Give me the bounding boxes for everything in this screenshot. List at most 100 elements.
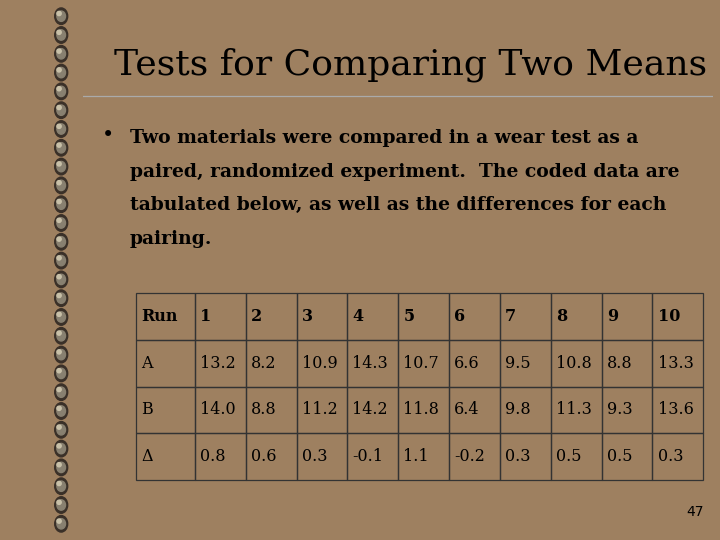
Ellipse shape	[57, 312, 66, 322]
Ellipse shape	[57, 349, 66, 360]
Bar	[136, 387, 195, 433]
Ellipse shape	[57, 143, 66, 153]
Bar	[500, 293, 551, 340]
Ellipse shape	[57, 30, 61, 35]
Ellipse shape	[57, 462, 66, 472]
Text: 2: 2	[251, 308, 262, 325]
Text: 0.3: 0.3	[302, 448, 327, 465]
Bar	[297, 340, 347, 387]
Ellipse shape	[57, 86, 61, 91]
Bar	[449, 433, 500, 480]
Ellipse shape	[55, 478, 68, 495]
Text: 14.0: 14.0	[200, 401, 235, 418]
Ellipse shape	[57, 293, 66, 303]
Ellipse shape	[57, 105, 66, 116]
Bar	[500, 340, 551, 387]
Ellipse shape	[57, 199, 66, 210]
Text: 1.1: 1.1	[403, 448, 429, 465]
Bar	[347, 293, 398, 340]
Ellipse shape	[55, 328, 68, 344]
Bar	[195, 293, 246, 340]
Text: 10: 10	[657, 308, 680, 325]
Ellipse shape	[57, 105, 61, 110]
Ellipse shape	[57, 481, 66, 491]
Ellipse shape	[57, 237, 66, 247]
Ellipse shape	[55, 215, 68, 231]
Text: 11.8: 11.8	[403, 401, 439, 418]
Ellipse shape	[57, 369, 61, 373]
Ellipse shape	[55, 422, 68, 438]
Bar	[246, 340, 297, 387]
Text: 0.3: 0.3	[505, 448, 531, 465]
Text: 11.3: 11.3	[556, 401, 592, 418]
Ellipse shape	[55, 497, 68, 513]
Ellipse shape	[57, 500, 66, 510]
Ellipse shape	[55, 121, 68, 137]
Bar	[195, 433, 246, 480]
Ellipse shape	[55, 384, 68, 401]
Ellipse shape	[55, 45, 68, 62]
Bar	[551, 293, 602, 340]
Bar	[551, 433, 602, 480]
Ellipse shape	[57, 424, 66, 435]
Bar	[602, 340, 652, 387]
Ellipse shape	[57, 425, 61, 429]
Ellipse shape	[57, 350, 61, 354]
Bar	[551, 387, 602, 433]
Text: 9: 9	[607, 308, 618, 325]
Ellipse shape	[57, 49, 61, 53]
Text: 6.4: 6.4	[454, 401, 480, 418]
Ellipse shape	[55, 8, 68, 24]
Ellipse shape	[57, 86, 66, 97]
Bar	[398, 340, 449, 387]
Ellipse shape	[57, 312, 61, 316]
Ellipse shape	[57, 162, 61, 166]
Bar	[602, 433, 652, 480]
Ellipse shape	[57, 387, 66, 397]
Text: 9.3: 9.3	[607, 401, 632, 418]
Text: 13.6: 13.6	[657, 401, 693, 418]
Bar	[449, 387, 500, 433]
Ellipse shape	[57, 30, 66, 40]
Ellipse shape	[57, 444, 61, 448]
Text: 13.2: 13.2	[200, 355, 235, 372]
Bar	[347, 433, 398, 480]
Ellipse shape	[57, 256, 61, 260]
Ellipse shape	[57, 368, 66, 379]
Ellipse shape	[55, 27, 68, 43]
Text: 47: 47	[686, 505, 703, 519]
Text: 7: 7	[505, 308, 516, 325]
Text: 9.5: 9.5	[505, 355, 531, 372]
Text: 0.5: 0.5	[607, 448, 632, 465]
Ellipse shape	[55, 440, 68, 457]
Ellipse shape	[57, 143, 61, 147]
Text: 11.2: 11.2	[302, 401, 338, 418]
Bar	[347, 340, 398, 387]
Text: 6: 6	[454, 308, 465, 325]
Text: A: A	[141, 355, 153, 372]
Text: •: •	[102, 125, 114, 145]
Bar	[551, 340, 602, 387]
Bar	[652, 340, 703, 387]
Ellipse shape	[57, 500, 61, 504]
Ellipse shape	[55, 177, 68, 194]
Bar	[398, 293, 449, 340]
Ellipse shape	[57, 481, 61, 485]
Ellipse shape	[57, 387, 61, 392]
Ellipse shape	[57, 518, 66, 529]
Text: Two materials were compared in a wear test as a: Two materials were compared in a wear te…	[130, 129, 639, 147]
Bar	[652, 293, 703, 340]
Text: -0.1: -0.1	[352, 448, 384, 465]
Ellipse shape	[55, 139, 68, 156]
Ellipse shape	[55, 365, 68, 382]
Text: 9.8: 9.8	[505, 401, 531, 418]
Ellipse shape	[55, 196, 68, 212]
Bar	[136, 293, 195, 340]
Bar	[398, 387, 449, 433]
Bar	[136, 433, 195, 480]
Ellipse shape	[57, 218, 61, 222]
Text: 5: 5	[403, 308, 415, 325]
Bar	[195, 387, 246, 433]
Ellipse shape	[57, 180, 66, 191]
Ellipse shape	[57, 406, 61, 410]
